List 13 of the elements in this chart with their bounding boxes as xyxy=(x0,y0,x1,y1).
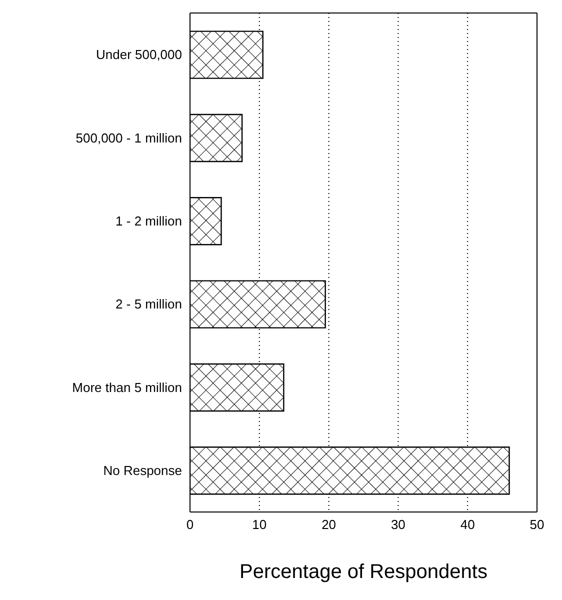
y-tick-label: More than 5 million xyxy=(72,380,182,395)
x-tick-label: 50 xyxy=(530,517,544,532)
x-tick-label: 40 xyxy=(460,517,475,532)
y-tick-label: 1 - 2 million xyxy=(116,214,182,229)
x-tick-label: 20 xyxy=(322,517,336,532)
y-tick-label: No Response xyxy=(103,463,182,478)
y-tick-label: Under 500,000 xyxy=(96,47,182,62)
x-tick-label: 30 xyxy=(390,517,406,532)
x-axis-title: Percentage of Respondents xyxy=(240,561,488,583)
x-tick-label: 10 xyxy=(252,517,267,532)
y-tick-label: 2 - 5 million xyxy=(116,296,182,312)
y-tick-label: 500,000 - 1 million xyxy=(76,130,182,146)
x-tick-label: 0 xyxy=(186,517,194,532)
